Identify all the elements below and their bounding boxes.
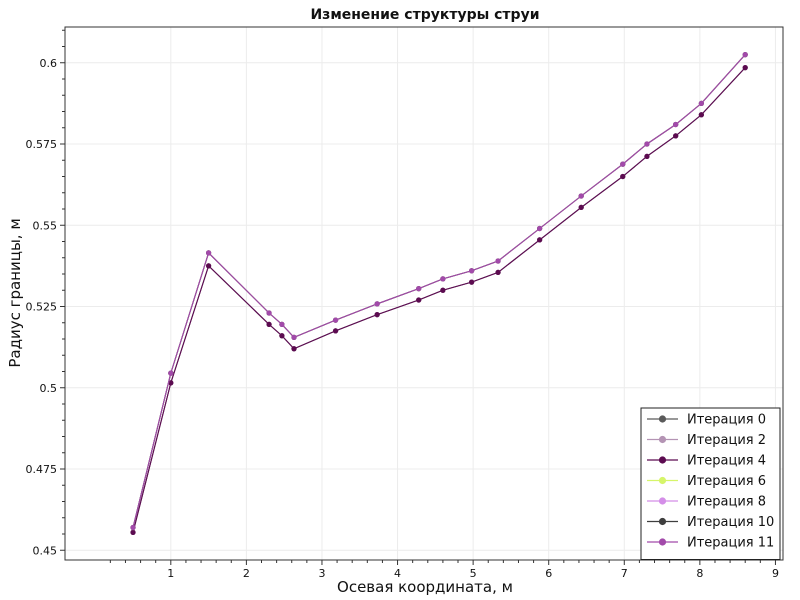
- data-point: [620, 161, 626, 167]
- legend-label: Итерация 2: [687, 433, 766, 448]
- y-tick-label: 0.525: [26, 301, 58, 314]
- legend-marker-swatch: [658, 517, 667, 526]
- data-point: [130, 524, 136, 531]
- legend-item: Итерация 4: [647, 454, 766, 469]
- data-point: [168, 380, 174, 386]
- series-layer: [130, 52, 748, 535]
- x-tick-label: 8: [696, 567, 703, 580]
- legend-item: Итерация 0: [647, 413, 766, 428]
- legend-item: Итерация 11: [647, 536, 774, 551]
- data-point: [374, 312, 380, 318]
- y-tick-label: 0.5: [40, 382, 58, 395]
- data-point: [644, 153, 650, 159]
- legend-marker-swatch: [658, 435, 667, 444]
- x-tick-label: 7: [621, 567, 628, 580]
- data-point: [673, 133, 679, 139]
- grid-layer: [65, 27, 783, 560]
- data-point: [537, 237, 543, 243]
- data-point: [416, 286, 422, 292]
- legend-box: [640, 407, 781, 560]
- legend-marker-swatch: [658, 415, 667, 423]
- data-point: [266, 310, 272, 316]
- chart-title: Изменение структуры струи: [310, 7, 539, 23]
- data-point: [698, 100, 704, 106]
- legend-marker-swatch: [658, 476, 667, 485]
- legend-label: Итерация 8: [687, 495, 766, 510]
- data-point: [495, 269, 501, 275]
- legend-label: Итерация 10: [687, 515, 774, 530]
- data-point: [206, 263, 212, 269]
- data-point: [291, 334, 297, 340]
- data-point: [620, 173, 626, 180]
- data-point: [416, 297, 422, 303]
- data-point: [279, 321, 285, 327]
- legend-item: Итерация 10: [647, 515, 774, 530]
- data-point: [279, 333, 285, 339]
- legend-label: Итерация 11: [687, 536, 774, 551]
- data-point: [673, 121, 679, 128]
- data-point: [578, 193, 584, 199]
- legend-marker-swatch: [658, 456, 667, 464]
- plot-area-frame: [64, 26, 784, 561]
- y-axis-title: Радиус границы, м: [6, 218, 24, 367]
- legend-label: Итерация 0: [687, 413, 766, 428]
- y-tick-label: 0.475: [26, 463, 58, 476]
- y-tick-label: 0.45: [33, 544, 58, 557]
- legend-item: Итерация 6: [647, 474, 766, 489]
- data-point: [332, 328, 339, 334]
- legend-label: Итерация 4: [687, 454, 766, 469]
- x-tick-label: 2: [243, 567, 250, 580]
- series-6: [130, 52, 748, 531]
- data-point: [206, 250, 212, 256]
- series-2: [130, 65, 748, 535]
- data-point: [440, 287, 446, 293]
- x-axis-title: Осевая координата, м: [337, 578, 513, 596]
- legend: Итерация 0 Итерация 2 Итерация 4 Итерация 6…: [640, 407, 781, 560]
- legend-marker-swatch: [658, 497, 667, 505]
- x-tick-label: 4: [394, 567, 401, 580]
- data-point: [495, 258, 501, 264]
- data-point: [537, 225, 543, 232]
- legend-item: Итерация 2: [647, 433, 766, 448]
- data-point: [469, 268, 475, 274]
- data-point: [440, 276, 446, 282]
- data-point: [578, 204, 584, 210]
- data-point: [644, 141, 650, 147]
- x-tick-label: 3: [318, 567, 325, 580]
- y-tick-label: 0.55: [33, 219, 58, 232]
- data-point: [332, 317, 339, 323]
- data-point: [742, 65, 748, 71]
- data-point: [469, 279, 475, 285]
- x-tick-label: 1: [167, 567, 174, 580]
- data-point: [742, 52, 748, 58]
- data-point: [698, 112, 704, 118]
- x-tick-label: 6: [545, 567, 552, 580]
- y-tick-label: 0.6: [40, 57, 58, 70]
- data-point: [130, 529, 136, 535]
- x-tick-label: 9: [772, 567, 779, 580]
- x-tick-label: 5: [470, 567, 477, 580]
- data-point: [291, 346, 297, 352]
- legend-marker-swatch: [658, 538, 667, 546]
- data-point: [266, 321, 272, 327]
- tick-layer: 1 2 3 4 5 6 7 8 9 0.45 0.475 0.5 0.525 0.55 0.575 0.6: [26, 29, 779, 580]
- legend-item: Итерация 8: [647, 495, 766, 510]
- data-point: [374, 301, 380, 307]
- y-tick-label: 0.575: [26, 138, 58, 151]
- legend-label: Итерация 6: [687, 474, 766, 489]
- data-point: [168, 370, 174, 376]
